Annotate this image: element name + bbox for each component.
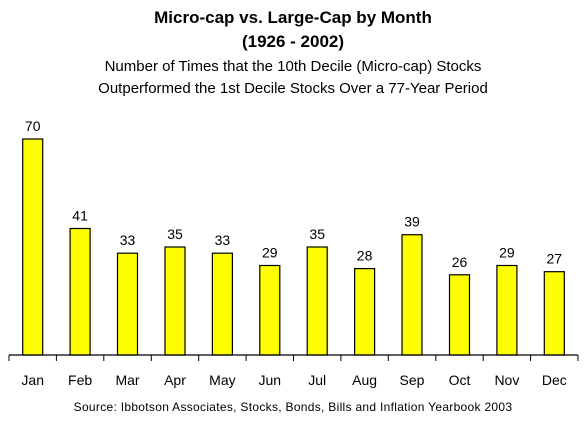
bar-dec — [543, 271, 565, 356]
chart-source-note: Source: Ibbotson Associates, Stocks, Bon… — [73, 400, 513, 414]
x-tick-label-jan: Jan — [21, 372, 44, 388]
x-tick-label-sep: Sep — [400, 372, 425, 388]
bar-apr — [164, 246, 186, 356]
x-tick-label-jun: Jun — [259, 372, 282, 388]
x-tick-label-jul: Jul — [308, 372, 326, 388]
x-tick-label-oct: Oct — [449, 372, 471, 388]
bar-jul — [306, 246, 328, 356]
bar-feb — [69, 227, 91, 356]
data-label-jan: 70 — [25, 118, 41, 134]
chart-subtitle-line2: Outperformed the 1st Decile Stocks Over … — [98, 80, 488, 97]
x-tick-label-dec: Dec — [542, 372, 567, 388]
chart-title: Micro-cap vs. Large-Cap by Month — [154, 8, 432, 27]
data-label-apr: 35 — [167, 226, 183, 242]
chart-subtitle-line1: Number of Times that the 10th Decile (Mi… — [104, 58, 482, 75]
bar-nov — [496, 264, 518, 356]
x-tick-label-apr: Apr — [164, 372, 186, 388]
bar-mar — [116, 252, 139, 356]
data-label-oct: 26 — [452, 254, 468, 270]
data-label-may: 33 — [215, 232, 231, 248]
bar-aug — [354, 268, 376, 356]
x-tick-label-may: May — [209, 372, 235, 388]
data-label-mar: 33 — [120, 232, 136, 248]
bar-sep — [401, 234, 423, 356]
data-label-dec: 27 — [547, 251, 563, 267]
data-label-feb: 41 — [72, 208, 88, 224]
bar-jun — [259, 264, 281, 356]
x-tick-label-aug: Aug — [352, 372, 377, 388]
x-tick-label-feb: Feb — [68, 372, 92, 388]
chart-title-years: (1926 - 2002) — [241, 32, 345, 51]
bar-may — [211, 252, 233, 356]
data-label-sep: 39 — [404, 214, 420, 230]
bar-jan — [22, 138, 44, 356]
x-tick-label-mar: Mar — [115, 372, 139, 388]
x-tick-label-nov: Nov — [494, 372, 519, 388]
data-label-jun: 29 — [262, 245, 278, 261]
data-label-aug: 28 — [357, 248, 373, 264]
data-label-nov: 29 — [499, 245, 515, 261]
data-label-jul: 35 — [309, 226, 325, 242]
bar-oct — [448, 274, 471, 356]
